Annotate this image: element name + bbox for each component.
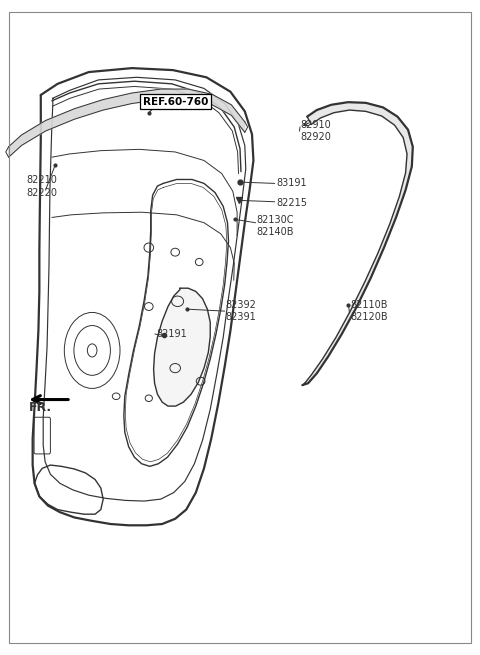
Polygon shape [154,288,210,406]
Text: REF.60-760: REF.60-760 [144,96,209,107]
Text: 82191: 82191 [156,329,187,339]
Polygon shape [302,102,413,385]
Text: 82910
82920: 82910 82920 [300,120,331,142]
Text: 82392
82391: 82392 82391 [226,300,256,322]
Text: FR.: FR. [29,401,52,414]
Text: 82110B
82120B: 82110B 82120B [350,300,388,322]
Text: 83191: 83191 [276,178,307,189]
Text: 82215: 82215 [276,198,307,208]
Polygon shape [9,89,245,157]
Text: 82210
82220: 82210 82220 [26,176,58,198]
Text: REF.60-760: REF.60-760 [143,96,208,107]
Text: 82130C
82140B: 82130C 82140B [257,215,294,237]
